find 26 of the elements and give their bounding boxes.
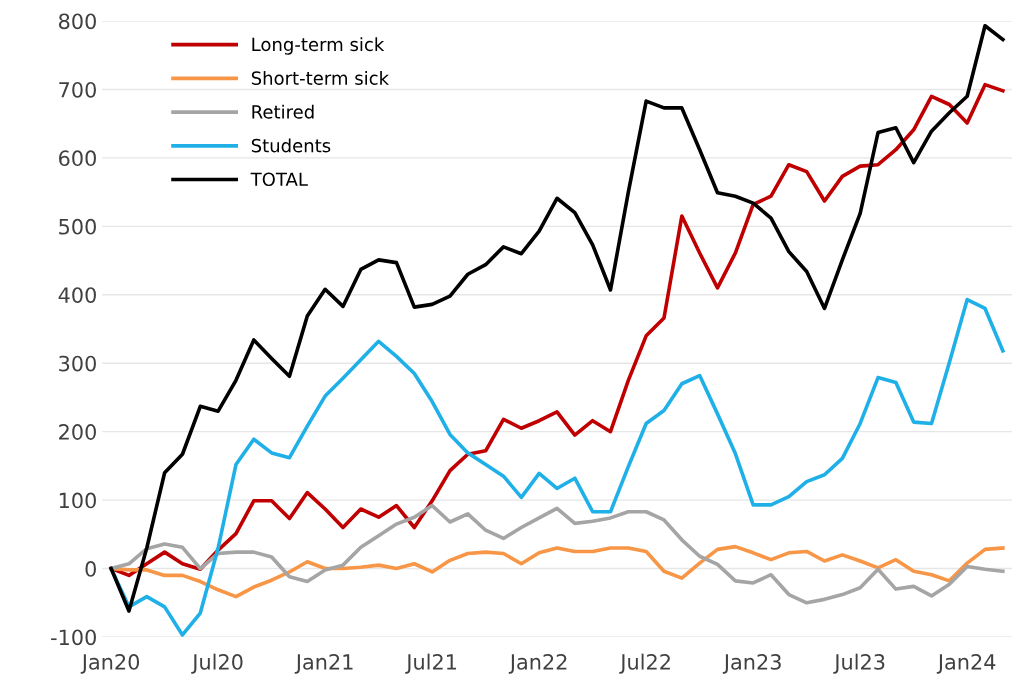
- x-tick-label: Jan21: [294, 654, 353, 674]
- y-tick-label: 0: [85, 561, 96, 577]
- y-tick-label: 100: [59, 492, 96, 509]
- x-tick-label: Jan22: [508, 654, 567, 674]
- line-series: [109, 23, 1005, 613]
- y-tick-label: 400: [58, 287, 96, 303]
- legend-label: Students: [251, 138, 331, 153]
- x-tick-label: Jul21: [405, 653, 457, 674]
- x-tick-label: Jan23: [722, 654, 781, 674]
- y-tick-label: 200: [59, 424, 96, 440]
- x-tick-label: Jul23: [833, 653, 885, 674]
- y-tick-label: 300: [59, 355, 96, 372]
- y-tick-label: 700: [59, 81, 96, 98]
- line-series: [109, 503, 1005, 605]
- x-tick-label: Jan20: [80, 654, 140, 674]
- y-tick-label: 800: [58, 13, 96, 30]
- y-tick-label: 500: [59, 218, 96, 235]
- y-tick-label: 600: [59, 150, 96, 167]
- legend-label: Retired: [252, 104, 314, 119]
- legend-label: Long-term sick: [252, 37, 385, 55]
- x-tick-label: Jul20: [191, 653, 243, 674]
- legend-label: Short-term sick: [251, 70, 390, 85]
- x-tick-label: Jan24: [936, 654, 996, 674]
- legend-label: TOTAL: [250, 172, 308, 187]
- x-tick-label: Jul22: [619, 653, 670, 674]
- y-tick-label: -100: [51, 629, 96, 646]
